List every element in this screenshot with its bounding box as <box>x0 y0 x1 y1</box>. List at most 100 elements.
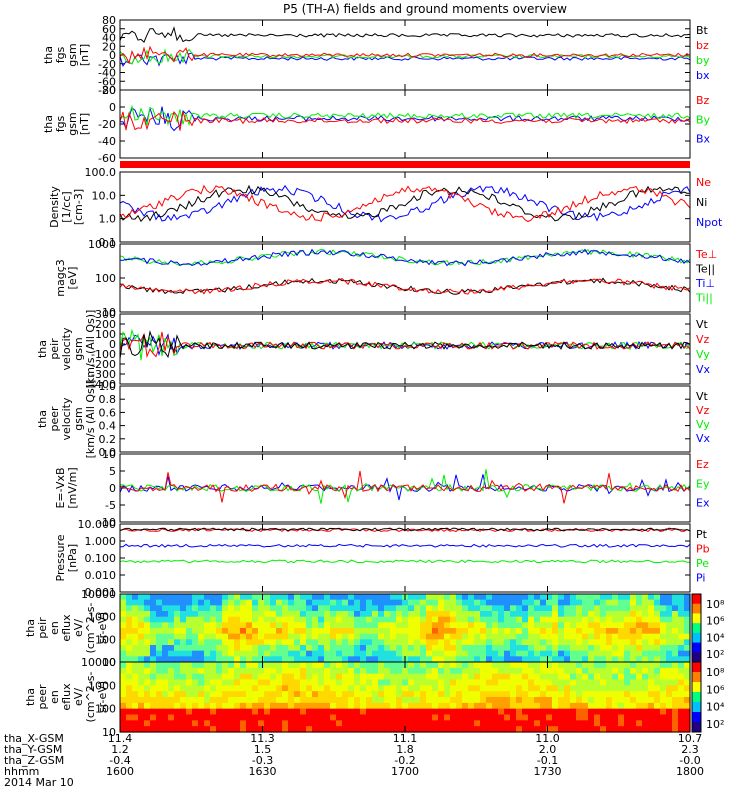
heat-cell <box>672 720 679 727</box>
heat-cell <box>120 673 127 681</box>
heat-cell <box>576 726 583 733</box>
heat-cell <box>516 605 523 612</box>
heat-cell <box>366 628 373 635</box>
heat-cell <box>504 645 511 652</box>
heat-cell <box>564 639 571 646</box>
heat-cell <box>474 667 481 675</box>
ylabel-line: [1/cc] <box>60 191 73 222</box>
heat-cell <box>180 656 187 663</box>
heat-cell <box>354 667 361 675</box>
heat-cell <box>366 685 373 692</box>
heat-cell <box>678 667 685 675</box>
heat-cell <box>366 726 373 733</box>
colorbar-label: 10⁸ <box>706 666 725 679</box>
heat-cell <box>570 633 577 640</box>
heat-cell <box>144 691 151 698</box>
heat-cell <box>666 605 673 612</box>
heat-cell <box>558 616 565 623</box>
heat-cell <box>612 611 619 618</box>
heat-cell <box>234 622 241 629</box>
heat-cell <box>258 650 265 657</box>
heat-cell <box>642 685 649 692</box>
heat-cell <box>252 656 259 663</box>
heat-cell <box>210 616 217 623</box>
colorbar-segment <box>692 672 701 683</box>
heat-cell <box>522 697 529 704</box>
heat-cell <box>270 679 277 686</box>
heat-cell <box>510 594 517 601</box>
heat-cell <box>174 605 181 612</box>
heat-cell <box>258 599 265 606</box>
heat-cell <box>384 714 391 721</box>
legend-Pt: Pt <box>696 528 708 541</box>
heat-cell <box>600 708 607 716</box>
series-Npot <box>119 184 691 223</box>
heat-cell <box>666 611 673 618</box>
heat-cell <box>438 650 445 657</box>
heat-cell <box>396 633 403 640</box>
heat-cell <box>402 616 409 623</box>
heat-cell <box>324 628 331 635</box>
heat-cell <box>474 599 481 606</box>
heat-cell <box>138 633 145 640</box>
heat-cell <box>522 673 529 681</box>
colorbar-segment <box>692 692 701 703</box>
heat-cell <box>444 628 451 635</box>
heat-cell <box>576 656 583 663</box>
heat-cell <box>564 685 571 692</box>
ylabel-line: tha <box>42 115 55 133</box>
heat-cell <box>318 697 325 704</box>
heat-cell <box>228 611 235 618</box>
heat-cell <box>234 667 241 675</box>
heat-cell <box>270 616 277 623</box>
heat-cell <box>408 714 415 721</box>
heat-cell <box>396 720 403 727</box>
heat-cell <box>324 599 331 606</box>
heat-cell <box>150 697 157 704</box>
heat-cell <box>468 633 475 640</box>
heat-cell <box>354 708 361 716</box>
heat-cell <box>594 645 601 652</box>
heat-cell <box>174 622 181 629</box>
heat-cell <box>594 622 601 629</box>
heat-cell <box>678 633 685 640</box>
heat-cell <box>144 611 151 618</box>
heat-cell <box>570 622 577 629</box>
heat-cell <box>138 726 145 733</box>
heat-cell <box>456 685 463 692</box>
heat-cell <box>552 720 559 727</box>
heat-cell <box>432 645 439 652</box>
heat-cell <box>630 611 637 618</box>
heat-cell <box>276 726 283 733</box>
footer-label: tha_X-GSM <box>4 732 64 745</box>
heat-cell <box>162 708 169 716</box>
heat-cell <box>588 667 595 675</box>
heat-cell <box>504 691 511 698</box>
heat-cell <box>276 639 283 646</box>
heat-cell <box>192 594 199 601</box>
ytick-label: -60 <box>98 152 116 165</box>
heat-cell <box>480 673 487 681</box>
heat-cell <box>654 726 661 733</box>
heat-cell <box>510 622 517 629</box>
heat-cell <box>462 645 469 652</box>
heat-cell <box>402 679 409 686</box>
heat-cell <box>606 611 613 618</box>
heat-cell <box>354 714 361 721</box>
heat-cell <box>498 702 505 710</box>
heat-cell <box>360 714 367 721</box>
heat-cell <box>540 639 547 646</box>
heat-cell <box>660 697 667 704</box>
heat-cell <box>240 726 247 733</box>
heat-cell <box>576 622 583 629</box>
heat-cell <box>324 611 331 618</box>
heat-cell <box>240 611 247 618</box>
heat-cell <box>402 685 409 692</box>
heat-cell <box>654 605 661 612</box>
heat-cell <box>486 691 493 698</box>
heat-cell <box>282 697 289 704</box>
heat-cell <box>654 708 661 716</box>
